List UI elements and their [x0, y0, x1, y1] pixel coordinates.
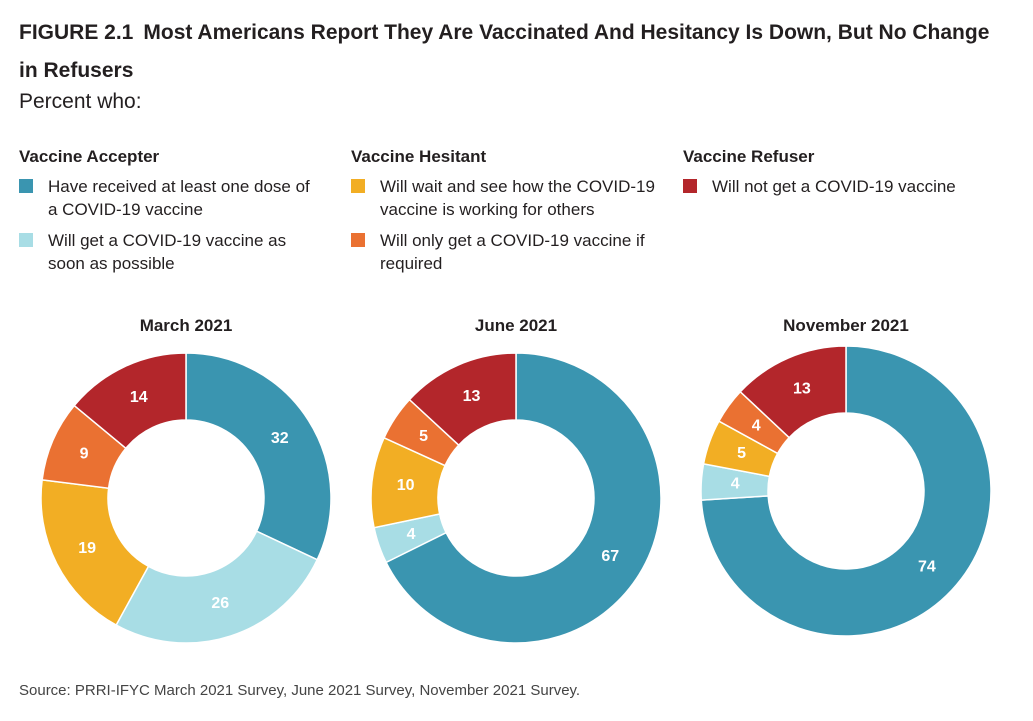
legend-item: Will not get a COVID-19 vaccine — [683, 175, 956, 198]
data-label: 67 — [601, 548, 619, 565]
data-label: 13 — [793, 381, 811, 398]
figure-title-text: Most Americans Report They Are Vaccinate… — [19, 21, 990, 82]
data-label: 26 — [211, 595, 229, 612]
legend-heading: Vaccine Hesitant — [351, 147, 487, 166]
data-label: 13 — [463, 388, 481, 405]
data-label: 4 — [731, 476, 740, 493]
donut-slice — [115, 530, 319, 644]
donut-chart-march: 32 26 19 9 14 — [40, 352, 332, 644]
donut-slice — [408, 352, 517, 447]
legend-swatch — [683, 179, 697, 193]
legend-label: Will get a COVID-19 vaccine as soon as p… — [48, 231, 287, 273]
figure-number: FIGURE 2.1 — [19, 21, 134, 44]
donut-slice — [40, 478, 150, 627]
legend-label: Will not get a COVID-19 vaccine — [712, 177, 956, 196]
donut-slice — [700, 345, 992, 637]
figure-title: FIGURE 2.1 Most Americans Report They Are… — [19, 14, 1009, 90]
donut-slice — [185, 352, 332, 561]
legend-group-hesitant: Vaccine Hesitant Will wait and see how t… — [351, 147, 670, 283]
legend-item: Have received at least one dose of a COV… — [19, 175, 323, 221]
donut-slice — [385, 352, 662, 644]
legend-item: Will wait and see how the COVID-19 vacci… — [351, 175, 670, 221]
data-label: 32 — [271, 430, 289, 447]
data-label: 4 — [752, 417, 761, 434]
legend-group-refuser: Vaccine Refuser Will not get a COVID-19 … — [683, 147, 956, 206]
data-label: 10 — [397, 477, 415, 494]
chart-title-november: November 2021 — [783, 316, 909, 335]
legend-swatch — [351, 179, 365, 193]
legend-label: Have received at least one dose of a COV… — [48, 177, 310, 219]
legend-item: Will only get a COVID-19 vaccine if requ… — [351, 229, 670, 275]
legend-label: Will only get a COVID-19 vaccine if requ… — [380, 231, 645, 273]
chart-title-june: June 2021 — [474, 316, 558, 335]
data-label: 5 — [737, 445, 746, 462]
data-label: 9 — [80, 445, 89, 462]
legend-label: Will wait and see how the COVID-19 vacci… — [380, 177, 655, 219]
legend-heading: Vaccine Refuser — [683, 147, 815, 166]
data-label: 14 — [130, 389, 148, 406]
legend-item: Will get a COVID-19 vaccine as soon as p… — [19, 229, 323, 275]
legend-swatch — [19, 179, 33, 193]
data-label: 19 — [78, 540, 96, 557]
legend-heading: Vaccine Accepter — [19, 147, 160, 166]
data-label: 4 — [407, 526, 416, 543]
legend-swatch — [351, 233, 365, 247]
data-label: 5 — [419, 428, 428, 445]
legend-group-accepter: Vaccine Accepter Have received at least … — [19, 147, 323, 283]
donut-slice — [739, 345, 847, 439]
chart-title-march: March 2021 — [139, 316, 233, 335]
source-note: Source: PRRI-IFYC March 2021 Survey, Jun… — [19, 682, 581, 699]
donut-slice — [73, 352, 187, 450]
data-label: 74 — [918, 558, 936, 575]
donut-chart-june: 67 4 10 5 13 — [370, 352, 662, 644]
legend-swatch — [19, 233, 33, 247]
figure-subtitle: Percent who: — [19, 90, 142, 113]
